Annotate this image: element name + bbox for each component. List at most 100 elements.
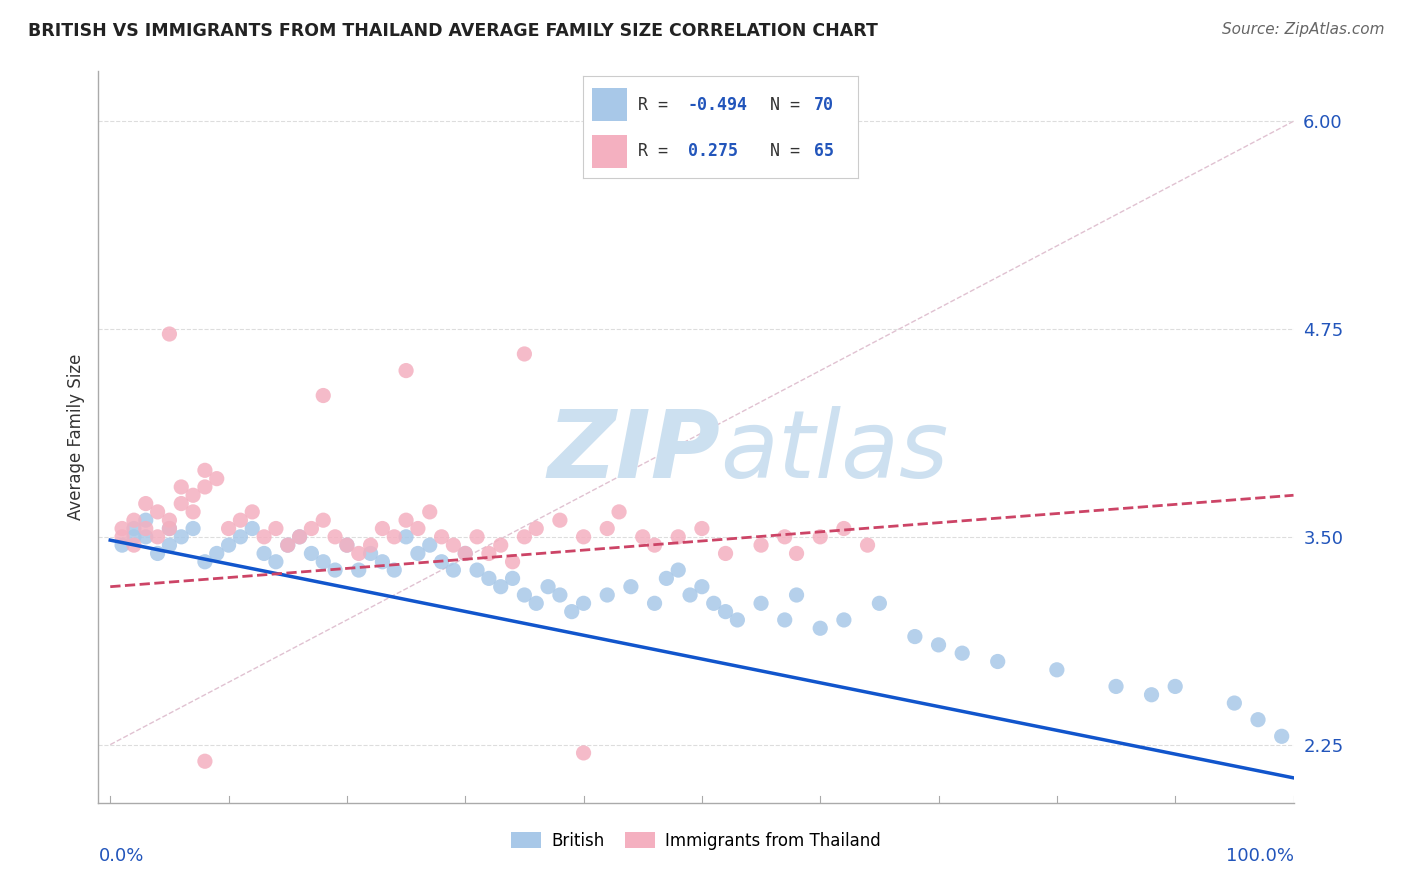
Point: [596, 588, 619, 602]
Point: [157, 521, 180, 535]
Point: [181, 521, 204, 535]
Point: [312, 513, 335, 527]
Point: [513, 347, 536, 361]
Point: [406, 546, 429, 560]
Point: [714, 546, 737, 560]
Point: [548, 513, 571, 527]
Point: [277, 538, 299, 552]
Point: [524, 521, 547, 535]
Point: [478, 546, 501, 560]
Point: [478, 571, 501, 585]
Point: [749, 596, 772, 610]
Point: [1140, 688, 1163, 702]
Point: [122, 513, 145, 527]
Point: [620, 580, 643, 594]
Point: [157, 521, 180, 535]
Point: [644, 596, 666, 610]
Text: N =: N =: [770, 142, 810, 160]
Point: [336, 538, 359, 552]
Point: [537, 580, 560, 594]
Point: [240, 521, 263, 535]
Point: [323, 530, 346, 544]
Point: [596, 521, 619, 535]
Point: [454, 546, 477, 560]
Text: ZIP: ZIP: [547, 406, 720, 498]
Point: [513, 588, 536, 602]
Point: [502, 555, 524, 569]
Point: [904, 630, 927, 644]
Point: [229, 513, 252, 527]
Point: [786, 588, 808, 602]
Point: [666, 530, 689, 544]
Point: [548, 588, 571, 602]
Point: [395, 363, 418, 377]
Point: [146, 505, 169, 519]
FancyBboxPatch shape: [592, 136, 627, 168]
Point: [419, 538, 441, 552]
Point: [690, 521, 713, 535]
Point: [218, 538, 240, 552]
Point: [703, 596, 725, 610]
Point: [135, 513, 157, 527]
Point: [1105, 680, 1128, 694]
Point: [607, 505, 630, 519]
Point: [111, 538, 134, 552]
Point: [170, 530, 193, 544]
Text: R =: R =: [638, 142, 689, 160]
Point: [950, 646, 973, 660]
Point: [690, 580, 713, 594]
Point: [194, 754, 217, 768]
Point: [773, 613, 796, 627]
Point: [347, 546, 370, 560]
Point: [1247, 713, 1270, 727]
Text: Source: ZipAtlas.com: Source: ZipAtlas.com: [1222, 22, 1385, 37]
Point: [336, 538, 359, 552]
Point: [572, 530, 595, 544]
Point: [679, 588, 702, 602]
Point: [181, 488, 204, 502]
Point: [524, 596, 547, 610]
Point: [395, 530, 418, 544]
Point: [489, 538, 512, 552]
Point: [644, 538, 666, 552]
Point: [928, 638, 950, 652]
Text: 70: 70: [814, 95, 834, 113]
Point: [264, 555, 287, 569]
Point: [312, 388, 335, 402]
Point: [430, 530, 453, 544]
Point: [382, 530, 405, 544]
Text: -0.494: -0.494: [688, 95, 748, 113]
Point: [832, 613, 855, 627]
Text: R =: R =: [638, 95, 678, 113]
Point: [561, 605, 583, 619]
Point: [1046, 663, 1069, 677]
Point: [181, 505, 204, 519]
Point: [264, 521, 287, 535]
Point: [419, 505, 441, 519]
Point: [205, 472, 228, 486]
Point: [502, 571, 524, 585]
Point: [323, 563, 346, 577]
Point: [312, 555, 335, 569]
Point: [170, 497, 193, 511]
Point: [277, 538, 299, 552]
Point: [808, 530, 831, 544]
Point: [360, 546, 382, 560]
FancyBboxPatch shape: [592, 88, 627, 121]
Point: [454, 546, 477, 560]
Legend: British, Immigrants from Thailand: British, Immigrants from Thailand: [505, 825, 887, 856]
Point: [786, 546, 808, 560]
Point: [299, 546, 322, 560]
Point: [146, 546, 169, 560]
Text: atlas: atlas: [720, 406, 948, 497]
Point: [229, 530, 252, 544]
Point: [1223, 696, 1246, 710]
Point: [194, 480, 217, 494]
Point: [1271, 729, 1294, 743]
Point: [194, 463, 217, 477]
Point: [122, 538, 145, 552]
Point: [572, 746, 595, 760]
Point: [655, 571, 678, 585]
Point: [122, 530, 145, 544]
Point: [1164, 680, 1187, 694]
